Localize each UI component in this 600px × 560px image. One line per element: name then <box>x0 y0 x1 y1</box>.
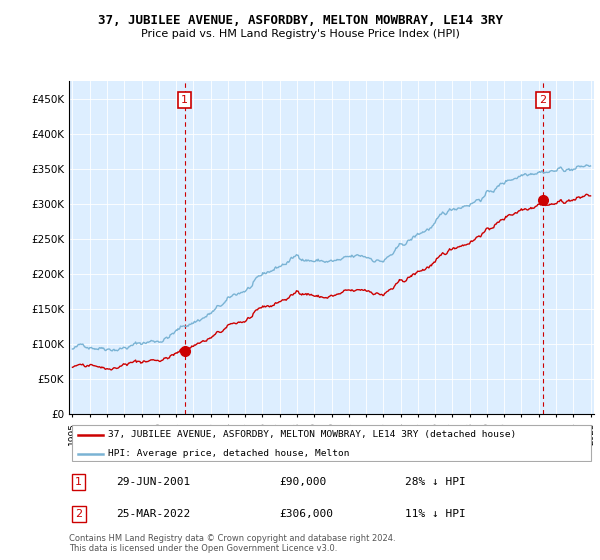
Text: Contains HM Land Registry data © Crown copyright and database right 2024.
This d: Contains HM Land Registry data © Crown c… <box>69 534 395 553</box>
Text: 11% ↓ HPI: 11% ↓ HPI <box>405 509 466 519</box>
Text: 2: 2 <box>539 95 547 105</box>
Text: £306,000: £306,000 <box>279 509 333 519</box>
Text: 1: 1 <box>76 477 82 487</box>
Text: 29-JUN-2001: 29-JUN-2001 <box>116 477 191 487</box>
Text: 2: 2 <box>76 509 82 519</box>
Text: 25-MAR-2022: 25-MAR-2022 <box>116 509 191 519</box>
Text: 37, JUBILEE AVENUE, ASFORDBY, MELTON MOWBRAY, LE14 3RY: 37, JUBILEE AVENUE, ASFORDBY, MELTON MOW… <box>97 14 503 27</box>
Text: £90,000: £90,000 <box>279 477 326 487</box>
Text: HPI: Average price, detached house, Melton: HPI: Average price, detached house, Melt… <box>109 449 350 458</box>
Text: 1: 1 <box>181 95 188 105</box>
Text: Price paid vs. HM Land Registry's House Price Index (HPI): Price paid vs. HM Land Registry's House … <box>140 29 460 39</box>
Text: 28% ↓ HPI: 28% ↓ HPI <box>405 477 466 487</box>
FancyBboxPatch shape <box>71 424 592 461</box>
Text: 37, JUBILEE AVENUE, ASFORDBY, MELTON MOWBRAY, LE14 3RY (detached house): 37, JUBILEE AVENUE, ASFORDBY, MELTON MOW… <box>109 430 517 439</box>
